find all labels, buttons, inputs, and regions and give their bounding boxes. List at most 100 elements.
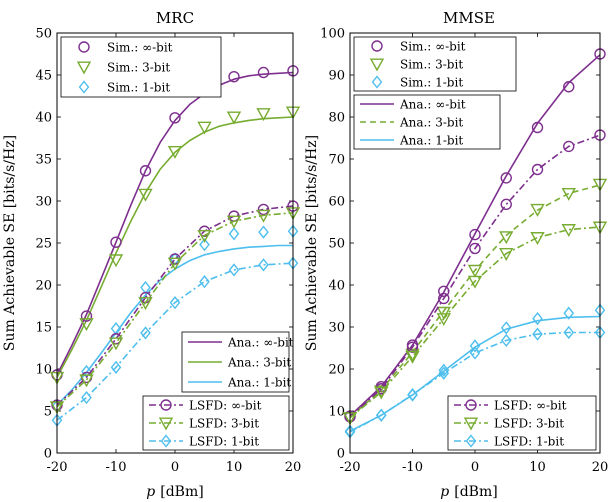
mrc-sim-bit-point (80, 310, 93, 322)
mrc-sim-bit-point (139, 165, 152, 177)
mrc-legend-label: Ana.: ∞-bit (227, 336, 294, 350)
mmse-lsfd-1-bit-point (375, 408, 387, 422)
mrc-sim-bit-point (169, 112, 181, 124)
mmse-plot (342, 48, 608, 439)
mrc-y-tick-label: 20 (35, 279, 52, 294)
mrc-legend-lsfd: LSFD: ∞-bit LSFD: 3-bit LSFD: 1-bit (142, 395, 290, 451)
mrc-y-tick-label: 15 (35, 321, 52, 336)
mmse-lsfd-bit-point (531, 163, 544, 176)
mrc-sim-bit-point (228, 70, 240, 83)
mmse-y-tick-label: 70 (328, 153, 345, 168)
mmse-legend-label: LSFD: 1-bit (494, 435, 564, 449)
mrc-x-axis-variable: p (146, 484, 155, 500)
mrc-legend-marker (158, 417, 174, 431)
mmse-lsfd-1-bit-point (407, 387, 418, 402)
mrc-legend-label: Sim.: 1-bit (107, 81, 170, 95)
mmse-sim-1-bit-point (438, 363, 450, 377)
mrc-lsfd-3-bit-point (167, 257, 183, 271)
mrc-sim-3-bit-point (138, 188, 153, 202)
mmse-legend-label: Ana.: 3-bit (399, 116, 463, 130)
mmse-x-axis-unit: [dBm] (454, 484, 497, 500)
mrc-x-tick-label: -10 (106, 460, 127, 475)
mmse-legend-label: Ana.: 1-bit (399, 134, 463, 148)
mrc-sim-3-bit-point (79, 318, 94, 332)
mrc-sim-bit-point (110, 236, 122, 248)
mmse-lsfd-1-bit-point (563, 325, 575, 340)
mmse-sim-bit-point (531, 121, 544, 134)
mmse-y-tick-label: 100 (320, 27, 345, 42)
mrc-lsfd-1-bit-point (140, 326, 151, 340)
mrc-x-tick-label: -20 (47, 460, 68, 475)
mmse-y-tick-label: 20 (328, 363, 345, 378)
mmse-lsfd-3-bit-point (405, 350, 420, 364)
mrc-ticks: -20 -10 0 10 20 0 5 10 15 20 25 30 35 40 45 50 (35, 27, 301, 476)
mmse-legend-marker (369, 58, 385, 72)
mmse-y-axis-label: Sum Achievable SE [bits/s/Hz] (304, 135, 320, 351)
mrc-sim-1-bit-point (228, 227, 240, 241)
mrc-y-tick-label: 0 (44, 447, 52, 462)
mmse-y-tick-label: 80 (328, 111, 345, 126)
mmse-legend-label: Sim.: 1-bit (400, 76, 463, 90)
mmse-y-tick-label: 0 (337, 447, 345, 462)
mmse-legend-label: Ana.: ∞-bit (399, 98, 466, 112)
mmse-lsfd-bit-point (469, 242, 481, 255)
mmse-x-tick-label: -10 (402, 460, 423, 475)
mmse-legend-label: LSFD: ∞-bit (494, 399, 567, 413)
mmse-x-axis-label: p [dBm] (440, 484, 497, 500)
mmse-lsfd-3-bit-point (499, 247, 514, 261)
mmse-sim-3-bit-point (530, 203, 545, 217)
mmse-axes-box (349, 32, 601, 454)
mmse-sim-3-bit-point (467, 264, 483, 278)
mrc-legend-label: LSFD: 3-bit (189, 417, 259, 431)
mrc-legend-label: Sim.: ∞-bit (107, 41, 173, 55)
mmse-sim-1-bit-point (532, 311, 543, 326)
mmse-ana-bit-line (349, 54, 601, 417)
mmse-panel: MMSE Sum Achievable SE [bits/s/Hz] p [dBm… (304, 9, 608, 500)
mmse-legend-lsfd: LSFD: ∞-bit LSFD: 3-bit LSFD: 1-bit (447, 395, 597, 451)
mmse-legend-label: LSFD: 3-bit (494, 417, 564, 431)
mmse-sim-1-bit-point (469, 339, 481, 353)
mrc-y-tick-label: 40 (35, 111, 52, 126)
mrc-lsfd-3-bit-point (256, 209, 271, 223)
mmse-sim-bit-point (500, 172, 512, 184)
mrc-lsfd-1-bit-point (199, 275, 210, 289)
mmse-lsfd-1-bit-line (349, 331, 600, 433)
mrc-lsfd-1-bit-point (81, 390, 92, 405)
mrc-lsfd-3-bit-point (138, 297, 153, 311)
mmse-x-tick-label: 10 (529, 460, 546, 475)
mmse-sim-3-bit-point (561, 187, 576, 201)
mrc-sim-1-bit-point (258, 225, 269, 239)
mmse-title: MMSE (443, 9, 495, 27)
mmse-sim-1-bit-point (500, 321, 512, 335)
mmse-x-axis-variable: p (440, 484, 449, 500)
mrc-ana-bit-line (56, 71, 294, 376)
mrc-y-axis-label: Sum Achievable SE [bits/s/Hz] (2, 135, 18, 351)
mmse-ticks: -20 -10 0 10 20 0 10 20 30 40 50 60 70 80 90 100 (320, 27, 608, 476)
mmse-x-tick-label: 0 (471, 460, 479, 475)
mrc-x-tick-label: 0 (171, 460, 179, 475)
mmse-sim-bit-point (563, 81, 575, 93)
mrc-y-tick-label: 45 (35, 69, 52, 84)
mmse-lsfd-bit-line (349, 134, 601, 418)
mrc-x-tick-label: 20 (285, 460, 302, 475)
mmse-lsfd-3-bit-point (374, 386, 389, 400)
mmse-lsfd-1-bit-point (469, 346, 481, 360)
mmse-legend-label: Sim.: 3-bit (400, 58, 463, 72)
mmse-sim-1-bit-point (563, 306, 575, 320)
mrc-lsfd-3-bit-point (108, 337, 124, 351)
mmse-lsfd-bit-point (563, 140, 575, 153)
mrc-lsfd-3-bit-point (79, 374, 94, 388)
mmse-sim-bit-point (469, 228, 481, 241)
mrc-lsfd-1-bit-line (56, 262, 294, 421)
mrc-lsfd-3-bit-point (197, 229, 212, 243)
mrc-lsfd-3-bit-point (226, 215, 242, 229)
mmse-lsfd-bit-point (438, 292, 450, 305)
mrc-legend-label: Sim.: 3-bit (107, 61, 170, 75)
mrc-sim-bit-point (257, 66, 270, 79)
mrc-ana-3-bit-line (56, 116, 294, 378)
mmse-sim-3-bit-point (405, 348, 420, 362)
mmse-y-tick-label: 50 (328, 237, 345, 252)
mmse-legend-marker (371, 40, 383, 52)
mrc-lsfd-1-bit-point (110, 360, 122, 374)
mrc-sim-3-bit-point (256, 108, 271, 122)
